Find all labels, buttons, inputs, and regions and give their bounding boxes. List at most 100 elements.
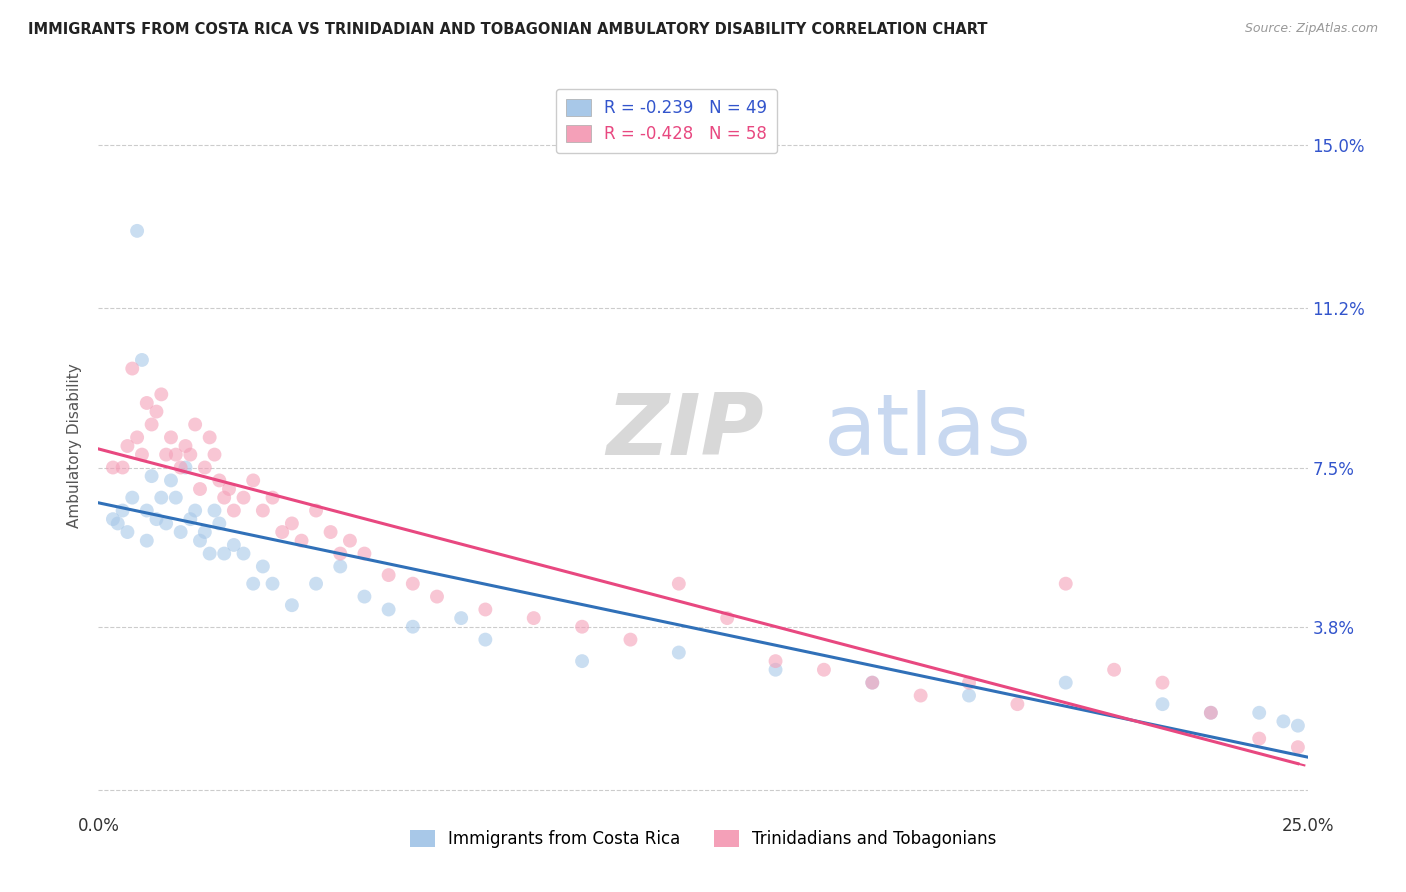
Point xyxy=(1102,663,1125,677)
Point xyxy=(1152,697,1174,711)
Point xyxy=(222,538,245,552)
Point xyxy=(169,460,191,475)
Point xyxy=(523,611,546,625)
Point xyxy=(135,533,157,548)
Point xyxy=(111,503,134,517)
Point xyxy=(1152,675,1174,690)
Text: IMMIGRANTS FROM COSTA RICA VS TRINIDADIAN AND TOBAGONIAN AMBULATORY DISABILITY C: IMMIGRANTS FROM COSTA RICA VS TRINIDADIA… xyxy=(28,22,987,37)
Point xyxy=(353,547,375,561)
Point xyxy=(1249,731,1271,746)
Point xyxy=(165,491,187,505)
Point xyxy=(232,547,254,561)
Point xyxy=(262,576,284,591)
Point xyxy=(184,417,207,432)
Point xyxy=(290,533,312,548)
Point xyxy=(252,559,274,574)
Point xyxy=(252,503,274,517)
Point xyxy=(1286,719,1309,733)
Point xyxy=(198,547,221,561)
Point xyxy=(329,559,352,574)
Point xyxy=(668,646,690,660)
Point xyxy=(107,516,129,531)
Point xyxy=(121,491,143,505)
Text: ZIP: ZIP xyxy=(606,390,763,473)
Point xyxy=(222,503,245,517)
Point xyxy=(402,576,425,591)
Point xyxy=(127,224,149,238)
Point xyxy=(242,576,264,591)
Point xyxy=(121,361,143,376)
Point xyxy=(339,533,361,548)
Point xyxy=(101,512,124,526)
Point xyxy=(450,611,472,625)
Point xyxy=(188,482,211,496)
Point xyxy=(174,460,197,475)
Point xyxy=(150,387,173,401)
Point xyxy=(262,491,284,505)
Point xyxy=(131,448,153,462)
Point xyxy=(319,524,342,539)
Point xyxy=(179,448,201,462)
Point xyxy=(426,590,449,604)
Point xyxy=(204,448,226,462)
Point xyxy=(165,448,187,462)
Point xyxy=(305,503,328,517)
Point xyxy=(910,689,932,703)
Point xyxy=(232,491,254,505)
Point xyxy=(174,439,197,453)
Point xyxy=(353,590,375,604)
Point xyxy=(765,663,787,677)
Point xyxy=(1199,706,1222,720)
Point xyxy=(860,675,883,690)
Point xyxy=(155,448,177,462)
Point xyxy=(305,576,328,591)
Point xyxy=(1054,576,1077,591)
Point xyxy=(194,524,217,539)
Point xyxy=(111,460,134,475)
Point xyxy=(135,396,157,410)
Point xyxy=(377,568,399,582)
Point xyxy=(117,524,139,539)
Point xyxy=(242,474,264,488)
Point xyxy=(1272,714,1295,729)
Point xyxy=(179,512,201,526)
Point xyxy=(204,503,226,517)
Point xyxy=(1199,706,1222,720)
Point xyxy=(271,524,294,539)
Point xyxy=(169,524,191,539)
Point xyxy=(571,620,593,634)
Point xyxy=(150,491,173,505)
Point xyxy=(141,469,163,483)
Point xyxy=(957,689,980,703)
Point xyxy=(281,516,304,531)
Point xyxy=(212,491,235,505)
Point xyxy=(377,602,399,616)
Point xyxy=(716,611,738,625)
Point xyxy=(194,460,217,475)
Point xyxy=(1286,740,1309,755)
Point xyxy=(127,430,149,444)
Point xyxy=(402,620,425,634)
Point xyxy=(208,516,231,531)
Point xyxy=(765,654,787,668)
Point xyxy=(160,474,183,488)
Point xyxy=(135,503,157,517)
Text: Source: ZipAtlas.com: Source: ZipAtlas.com xyxy=(1244,22,1378,36)
Point xyxy=(212,547,235,561)
Point xyxy=(155,516,177,531)
Point xyxy=(184,503,207,517)
Point xyxy=(813,663,835,677)
Point xyxy=(474,602,496,616)
Point xyxy=(141,417,163,432)
Y-axis label: Ambulatory Disability: Ambulatory Disability xyxy=(67,364,83,528)
Point xyxy=(131,353,153,368)
Point xyxy=(571,654,593,668)
Point xyxy=(101,460,124,475)
Point xyxy=(117,439,139,453)
Point xyxy=(329,547,352,561)
Point xyxy=(619,632,641,647)
Point xyxy=(668,576,690,591)
Point xyxy=(1249,706,1271,720)
Point xyxy=(474,632,496,647)
Text: atlas: atlas xyxy=(824,390,1032,473)
